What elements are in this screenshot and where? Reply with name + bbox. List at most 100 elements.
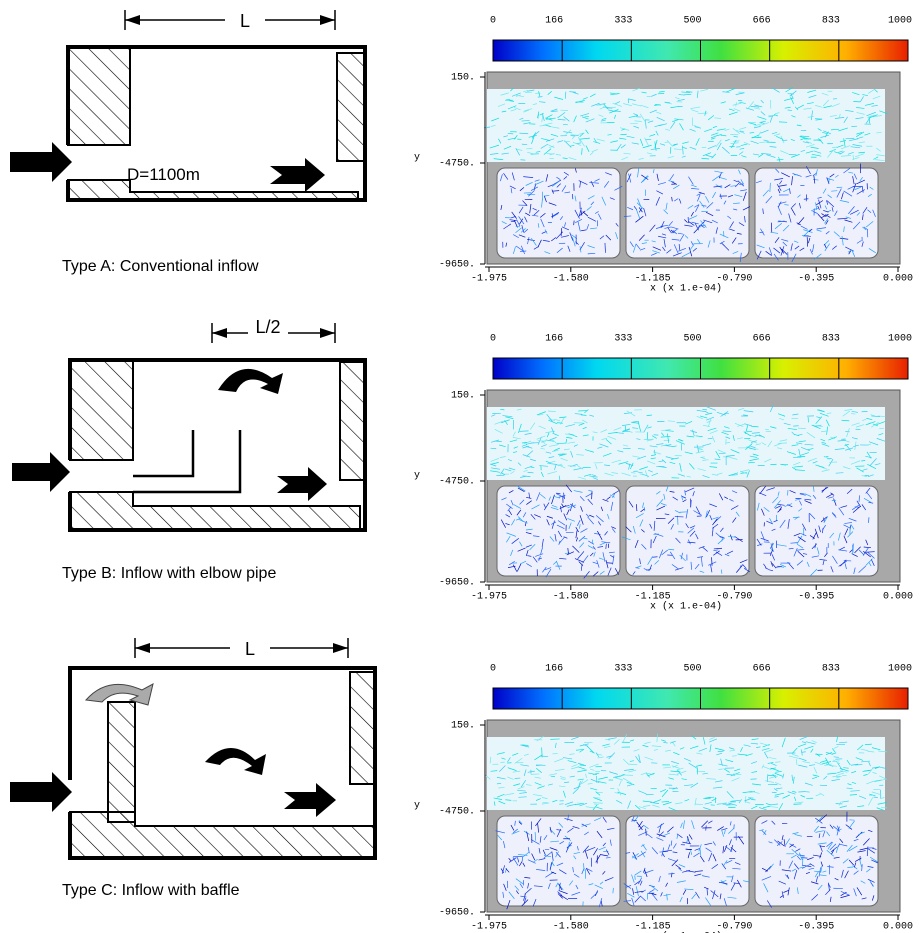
velocity-vector — [856, 240, 862, 244]
velocity-vector — [819, 760, 828, 763]
velocity-vector — [511, 538, 519, 544]
velocity-vector — [574, 209, 580, 219]
velocity-vector — [689, 244, 695, 251]
velocity-vector — [806, 102, 814, 105]
velocity-vector — [714, 170, 724, 174]
velocity-vector — [649, 445, 658, 448]
velocity-vector — [733, 179, 738, 183]
velocity-vector — [503, 145, 512, 150]
velocity-vector — [514, 134, 518, 140]
velocity-vector — [706, 416, 714, 421]
velocity-vector — [592, 804, 598, 811]
velocity-vector — [796, 560, 804, 566]
velocity-vector — [826, 178, 835, 181]
velocity-vector — [626, 135, 635, 139]
velocity-vector — [635, 886, 639, 897]
velocity-vector — [494, 420, 504, 425]
velocity-vector — [817, 884, 823, 891]
velocity-vector — [706, 406, 717, 411]
velocity-vector — [702, 737, 706, 745]
velocity-vector — [774, 178, 784, 181]
velocity-vector — [670, 121, 676, 129]
velocity-vector — [764, 749, 774, 753]
velocity-vector — [705, 847, 712, 852]
velocity-vector — [522, 475, 531, 477]
velocity-vector — [840, 559, 847, 567]
velocity-vector — [506, 535, 511, 543]
velocity-vector — [577, 778, 584, 781]
velocity-vector — [600, 506, 604, 512]
velocity-vector — [811, 894, 819, 901]
velocity-vector — [670, 840, 673, 846]
velocity-vector — [695, 138, 700, 146]
velocity-vector — [504, 468, 512, 472]
velocity-vector — [647, 772, 655, 777]
velocity-vector — [489, 144, 500, 149]
velocity-vector — [712, 175, 721, 182]
velocity-vector — [498, 138, 502, 144]
velocity-vector — [549, 847, 558, 851]
velocity-vector — [676, 770, 687, 775]
velocity-vector — [678, 439, 684, 442]
velocity-vector — [622, 444, 629, 447]
velocity-vector — [839, 767, 849, 772]
velocity-vector — [602, 452, 612, 457]
velocity-vector — [814, 528, 819, 539]
velocity-vector — [816, 816, 823, 823]
velocity-vector — [823, 130, 832, 135]
velocity-vector — [656, 190, 664, 195]
velocity-vector — [763, 751, 769, 759]
velocity-vector — [715, 139, 722, 148]
velocity-vector — [524, 216, 528, 223]
velocity-vector — [516, 148, 523, 151]
velocity-vector — [602, 870, 606, 875]
velocity-vector — [842, 858, 849, 864]
velocity-vector — [587, 545, 594, 549]
velocity-vector — [552, 213, 559, 218]
velocity-vector — [650, 884, 659, 892]
velocity-vector — [734, 862, 741, 865]
velocity-vector — [865, 539, 869, 546]
velocity-vector — [814, 761, 822, 765]
velocity-vector — [576, 454, 584, 456]
velocity-vector — [527, 770, 535, 773]
velocity-vector — [812, 211, 818, 214]
velocity-vector — [599, 570, 605, 575]
flow-plot: 0 166 333 500 666 833 1000150.-4750.-9650.y-1.… — [414, 16, 913, 295]
velocity-vector — [532, 858, 538, 863]
velocity-vector — [554, 742, 557, 748]
velocity-vector — [757, 116, 767, 120]
velocity-vector — [499, 456, 506, 458]
velocity-vector — [521, 143, 528, 146]
velocity-vector — [668, 221, 673, 227]
velocity-vector — [861, 460, 866, 462]
velocity-vector — [500, 468, 505, 475]
velocity-vector — [800, 533, 807, 537]
velocity-vector — [609, 771, 618, 775]
velocity-vector — [590, 892, 598, 899]
velocity-vector — [527, 237, 530, 245]
velocity-vector — [800, 135, 810, 138]
velocity-vector — [604, 531, 608, 536]
velocity-vector — [529, 422, 536, 430]
velocity-vector — [879, 427, 884, 430]
velocity-vector — [588, 540, 595, 545]
velocity-vector — [808, 237, 811, 244]
velocity-vector — [712, 516, 719, 520]
velocity-vector — [742, 414, 749, 416]
velocity-vector — [776, 183, 782, 191]
velocity-vector — [840, 145, 851, 150]
velocity-vector — [636, 565, 642, 568]
velocity-vector — [817, 128, 822, 132]
velocity-vector — [829, 115, 837, 117]
velocity-vector — [518, 423, 522, 434]
velocity-vector — [644, 119, 647, 129]
velocity-vector — [840, 505, 848, 508]
velocity-vector — [534, 832, 537, 841]
velocity-vector — [579, 496, 585, 502]
velocity-vector — [576, 465, 584, 470]
velocity-vector — [856, 189, 865, 195]
velocity-vector — [611, 526, 616, 529]
velocity-vector — [512, 770, 521, 773]
velocity-vector — [734, 536, 743, 543]
